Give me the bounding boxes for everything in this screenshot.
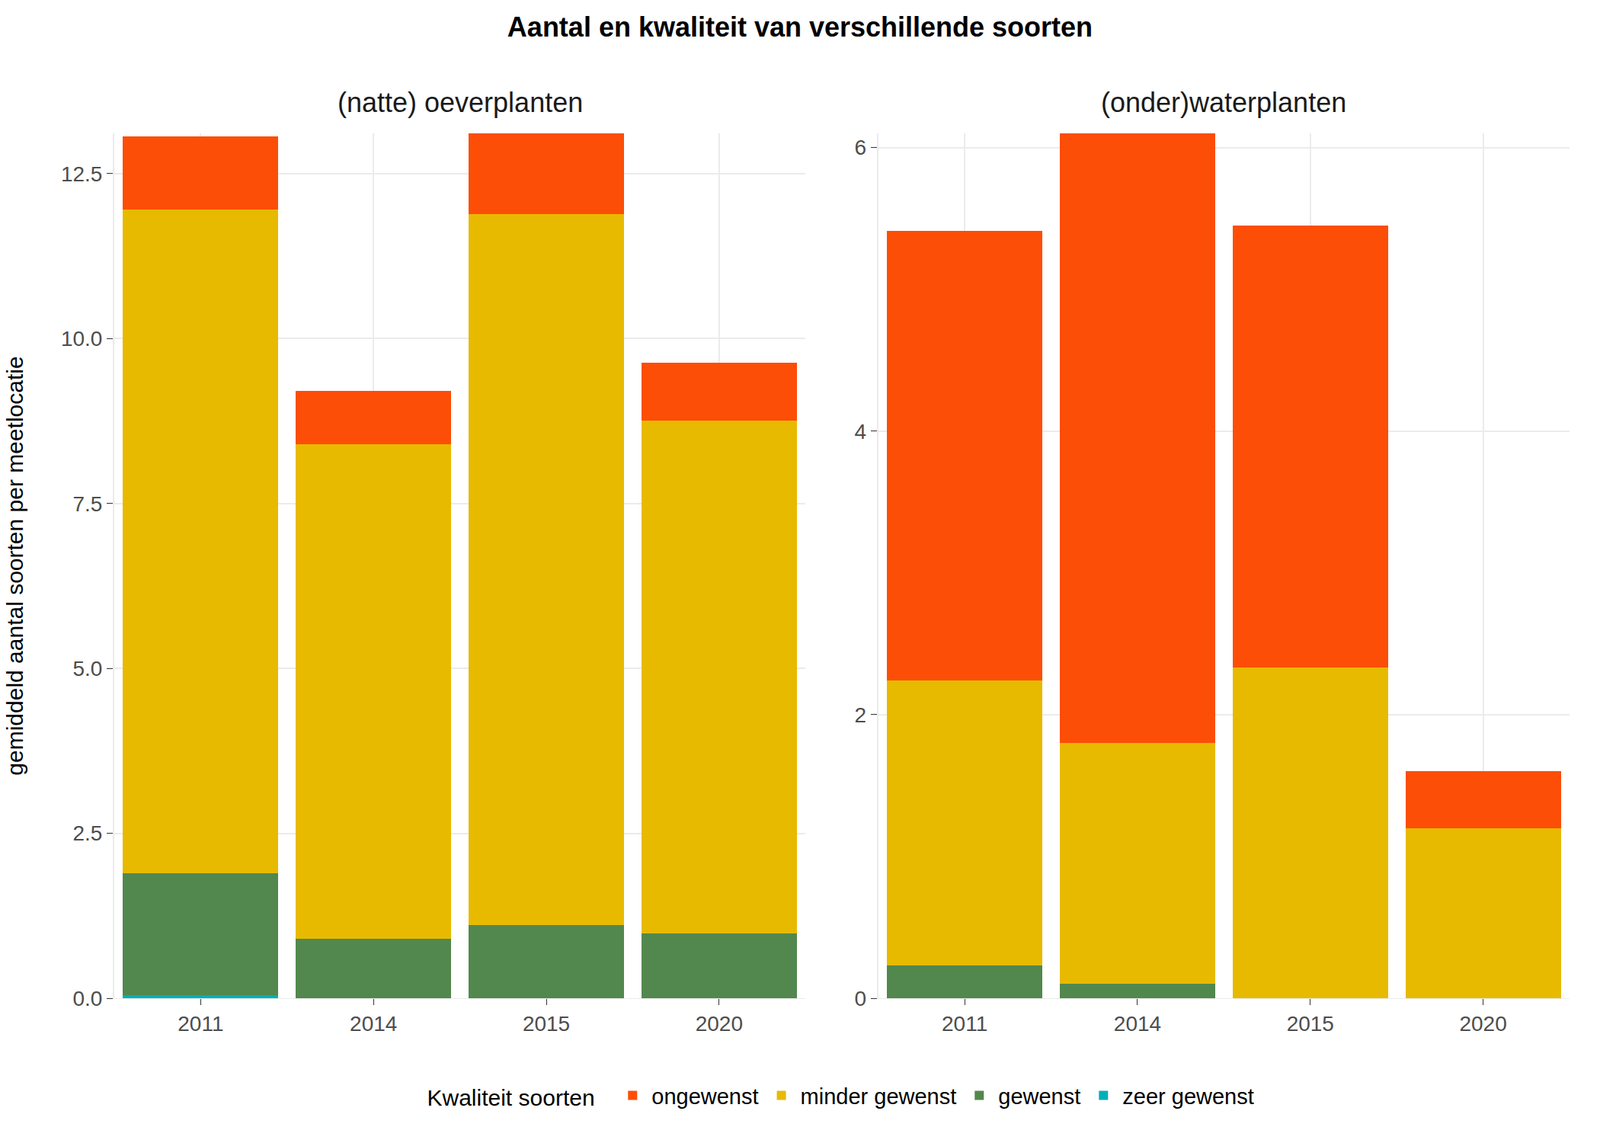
svg-text:2015: 2015 [1286, 1011, 1335, 1036]
svg-text:2015: 2015 [522, 1011, 570, 1036]
svg-text:2014: 2014 [1113, 1011, 1162, 1036]
svg-text:(natte) oeverplanten: (natte) oeverplanten [337, 86, 583, 119]
svg-text:2020: 2020 [1459, 1011, 1507, 1036]
svg-text:minder gewenst: minder gewenst [800, 1084, 957, 1109]
svg-text:(onder)waterplanten: (onder)waterplanten [1100, 86, 1347, 119]
svg-text:2011: 2011 [177, 1011, 224, 1036]
svg-text:gemiddeld aantal soorten per m: gemiddeld aantal soorten per meetlocatie [2, 355, 28, 775]
svg-text:Aantal en kwaliteit van versch: Aantal en kwaliteit van verschillende so… [507, 11, 1093, 43]
svg-text:7.5: 7.5 [72, 491, 103, 516]
svg-text:gewenst: gewenst [998, 1084, 1081, 1109]
svg-text:2014: 2014 [349, 1011, 397, 1036]
svg-text:ongewenst: ongewenst [651, 1084, 759, 1109]
svg-text:2.5: 2.5 [72, 821, 103, 845]
svg-text:10.0: 10.0 [60, 326, 103, 351]
svg-text:12.5: 12.5 [60, 162, 103, 186]
svg-text:Kwaliteit soorten: Kwaliteit soorten [427, 1084, 608, 1111]
svg-text:2: 2 [854, 703, 868, 727]
svg-text:2011: 2011 [941, 1011, 988, 1036]
svg-text:5.0: 5.0 [72, 656, 103, 681]
svg-text:zeer gewenst: zeer gewenst [1122, 1084, 1255, 1109]
svg-text:2020: 2020 [695, 1011, 743, 1036]
svg-text:0.0: 0.0 [72, 986, 103, 1011]
svg-text:6: 6 [854, 135, 868, 160]
svg-text:0: 0 [854, 986, 868, 1011]
svg-text:4: 4 [854, 419, 868, 444]
